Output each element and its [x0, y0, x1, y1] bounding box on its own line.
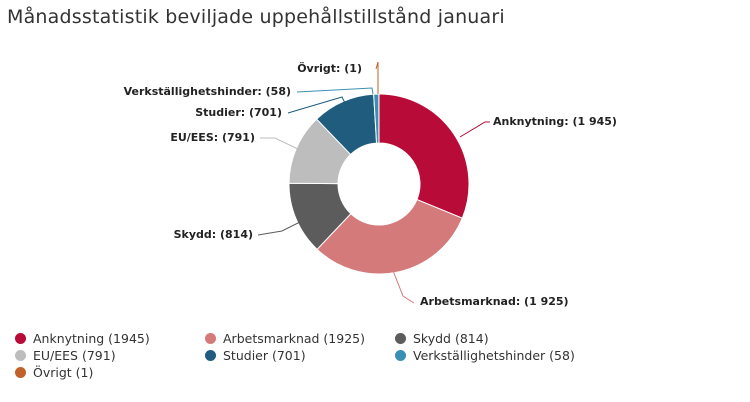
data-label-verkst-llighetshinder: Verkställighetshinder: (58) [124, 85, 291, 98]
data-label-vrigt: Övrigt: (1) [297, 61, 362, 75]
legend-label: Studier (701) [223, 348, 306, 363]
legend-marker [15, 367, 26, 378]
legend-item-verkst-llighetshinder[interactable]: Verkställighetshinder (58) [395, 348, 575, 363]
legend-item-skydd[interactable]: Skydd (814) [395, 331, 489, 346]
legend-item-eu-ees[interactable]: EU/EES (791) [15, 348, 116, 363]
legend-item-arbetsmarknad[interactable]: Arbetsmarknad (1925) [205, 331, 365, 346]
slice-anknytning[interactable] [378, 93, 470, 219]
chart-title: Månadsstatistik beviljade uppehållstills… [7, 6, 505, 28]
data-label-studier: Studier: (701) [195, 106, 282, 119]
connector-eu-ees [260, 137, 301, 151]
legend-label: Verkställighetshinder (58) [413, 348, 575, 363]
connector-vrigt [375, 61, 379, 94]
data-label-eu-ees: EU/EES: (791) [170, 131, 255, 144]
connector-verkst-llighetshinder [296, 87, 374, 95]
slice-arbetsmarknad[interactable] [316, 198, 463, 275]
legend-marker [395, 350, 406, 361]
data-label-anknytning: Anknytning: (1 945) [493, 115, 617, 128]
legend-item-studier[interactable]: Studier (701) [205, 348, 306, 363]
connector-arbetsmarknad [389, 262, 415, 304]
legend-item-anknytning[interactable]: Anknytning (1945) [15, 331, 150, 346]
legend-marker [15, 350, 26, 361]
connector-anknytning [459, 121, 490, 138]
legend-label: Övrigt (1) [33, 365, 94, 380]
legend-marker [205, 350, 216, 361]
legend-label: Skydd (814) [413, 331, 489, 346]
legend-marker [205, 333, 216, 344]
legend-label: Arbetsmarknad (1925) [223, 331, 365, 346]
legend-item-vrigt[interactable]: Övrigt (1) [15, 365, 93, 380]
data-label-arbetsmarknad: Arbetsmarknad: (1 925) [420, 295, 569, 308]
connector-studier [287, 96, 347, 114]
data-label-skydd: Skydd: (814) [174, 228, 253, 241]
connector-skydd [257, 216, 311, 236]
legend-label: EU/EES (791) [33, 348, 116, 363]
legend-marker [15, 333, 26, 344]
legend-marker [395, 333, 406, 344]
legend-label: Anknytning (1945) [33, 331, 150, 346]
